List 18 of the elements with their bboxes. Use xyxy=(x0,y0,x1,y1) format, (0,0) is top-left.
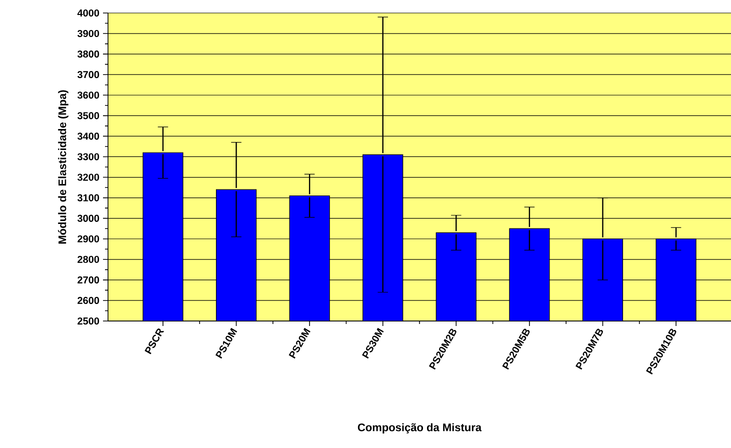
y-tick-label: 2900 xyxy=(78,235,100,242)
y-tick-label: 4000 xyxy=(77,9,100,17)
y-tick-label: 3900 xyxy=(77,30,100,38)
y-tick-label: 3300 xyxy=(77,153,100,160)
x-axis-title: Composição da Mistura xyxy=(358,423,482,434)
y-tick-label: 2700 xyxy=(78,276,100,284)
y-tick-label: 3100 xyxy=(77,194,100,202)
y-tick-label: 3600 xyxy=(77,92,100,99)
y-tick-label: 3200 xyxy=(77,174,100,181)
y-axis-title: Módulo de Elasticidade (Mpa) xyxy=(58,90,68,244)
y-tick-label: 3500 xyxy=(77,112,100,120)
y-tick-label: 3800 xyxy=(77,50,100,58)
y-tick-label: 2800 xyxy=(78,256,100,263)
y-tick-label: 3000 xyxy=(77,214,100,222)
y-tick-label: 3400 xyxy=(77,132,100,140)
y-tick-label: 2600 xyxy=(78,296,100,304)
y-tick-label: 2500 xyxy=(78,317,100,325)
y-tick-label: 3700 xyxy=(77,71,100,78)
